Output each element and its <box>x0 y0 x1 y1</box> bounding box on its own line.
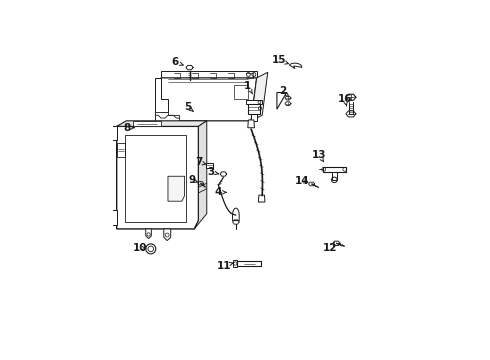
Polygon shape <box>164 229 171 240</box>
Polygon shape <box>155 78 168 121</box>
Text: 5: 5 <box>184 102 191 112</box>
Polygon shape <box>117 126 198 229</box>
Text: 12: 12 <box>323 243 338 253</box>
Polygon shape <box>110 126 117 140</box>
Polygon shape <box>206 163 213 168</box>
Text: 16: 16 <box>338 94 352 104</box>
Text: 4: 4 <box>214 187 221 197</box>
Text: 10: 10 <box>132 243 147 253</box>
Polygon shape <box>258 195 265 202</box>
Polygon shape <box>245 100 262 104</box>
Text: 1: 1 <box>244 81 251 91</box>
Text: 8: 8 <box>123 123 130 133</box>
Polygon shape <box>168 176 185 201</box>
Polygon shape <box>195 121 207 229</box>
Polygon shape <box>237 261 261 266</box>
Text: 9: 9 <box>189 175 196 185</box>
Polygon shape <box>332 172 337 180</box>
Polygon shape <box>233 208 239 221</box>
Text: 3: 3 <box>207 167 215 177</box>
Polygon shape <box>133 121 161 126</box>
Text: 6: 6 <box>172 57 179 67</box>
Polygon shape <box>322 167 346 172</box>
Polygon shape <box>289 63 302 69</box>
Polygon shape <box>110 210 117 225</box>
Text: 14: 14 <box>294 176 309 186</box>
Text: 13: 13 <box>312 150 326 160</box>
Polygon shape <box>251 72 268 121</box>
Text: 11: 11 <box>217 261 231 270</box>
Polygon shape <box>117 121 207 126</box>
Polygon shape <box>155 78 257 121</box>
Polygon shape <box>146 229 151 239</box>
Text: 2: 2 <box>279 86 286 96</box>
Polygon shape <box>155 112 179 121</box>
Polygon shape <box>250 114 257 121</box>
Polygon shape <box>248 120 254 128</box>
Text: 15: 15 <box>271 55 286 66</box>
Polygon shape <box>248 104 260 114</box>
Text: 7: 7 <box>196 157 203 167</box>
